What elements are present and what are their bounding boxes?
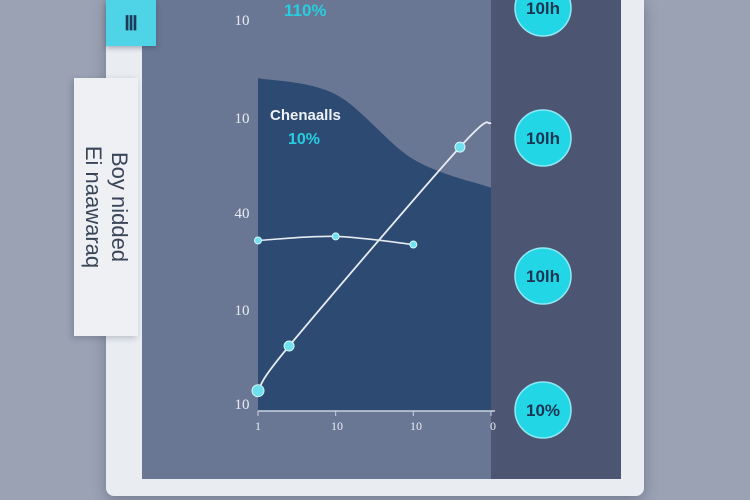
data-point[interactable] (254, 236, 262, 245)
x-tick-label: 10 (331, 419, 343, 433)
data-points (251, 141, 466, 398)
title-value: 10% (288, 131, 320, 148)
data-point[interactable] (283, 340, 295, 352)
x-tick-label: 10 (410, 419, 422, 433)
y-tick-label: 10 (235, 111, 250, 127)
corner-tag[interactable]: Ⅲ (106, 0, 156, 46)
series-2-line (257, 121, 492, 392)
badge-circle (514, 247, 572, 305)
y-tick-label: 40 (235, 206, 250, 222)
top-value: 110% (284, 1, 327, 20)
data-point[interactable] (251, 384, 265, 398)
x-tick-label: 0 (490, 419, 496, 433)
badge-label: 10lh (526, 0, 560, 18)
y-tick-label: 10 (235, 13, 250, 29)
data-point[interactable] (409, 240, 418, 249)
badge-circle (514, 109, 572, 167)
badge-label: 10lh (526, 129, 560, 148)
y-tick-label: 10 (235, 397, 250, 413)
y-tick-labels: 10 10 40 10 10 (235, 13, 250, 413)
value-badge[interactable]: 10lh (514, 109, 572, 167)
badge-circle (514, 0, 572, 37)
badge-label: 10% (526, 401, 560, 420)
x-tick-labels: 1 10 10 0 (255, 419, 496, 433)
badge-label: 10lh (526, 267, 560, 286)
data-point[interactable] (331, 232, 340, 241)
value-badge[interactable]: 10% (514, 381, 572, 439)
value-badge[interactable]: 10lh (514, 0, 572, 37)
data-point[interactable] (454, 141, 466, 153)
side-tab[interactable] (74, 78, 138, 336)
x-tick-label: 1 (255, 419, 261, 433)
badges: 10lh 10lh 10lh 10% (514, 0, 572, 439)
badge-circle (514, 381, 572, 439)
value-badge[interactable]: 10lh (514, 247, 572, 305)
x-ticks (257, 411, 492, 416)
y-tick-label: 10 (235, 303, 250, 319)
chart-title: Chenaalls (270, 107, 341, 124)
